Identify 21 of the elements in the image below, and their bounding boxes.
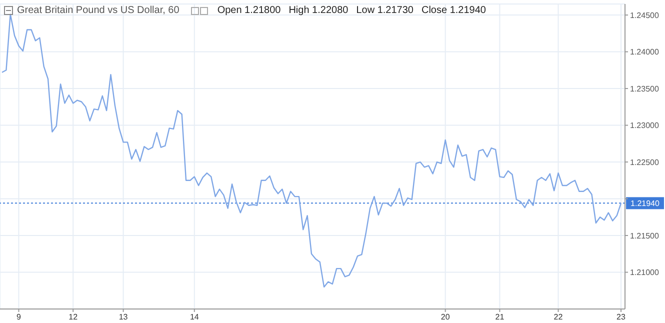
x-tick-label: 13 xyxy=(118,312,128,322)
x-tick-label: 21 xyxy=(495,312,505,322)
ref-line-label: 1.21940 xyxy=(630,199,660,208)
y-tick-label: 1.21500 xyxy=(630,231,660,240)
y-tick-label: 1.22500 xyxy=(630,158,660,167)
annotation: Open 1.21800 xyxy=(217,5,281,16)
annotation: Close 1.21940 xyxy=(421,5,486,16)
x-tick-label: 22 xyxy=(554,312,564,322)
x-tick-label: 9 xyxy=(16,312,22,322)
x-tick-label: 23 xyxy=(616,312,626,322)
y-tick-label: 1.23000 xyxy=(630,121,660,130)
y-tick-label: 1.24000 xyxy=(630,48,660,57)
annotation: Low 1.21730 xyxy=(356,5,414,16)
x-tick-label: 12 xyxy=(68,312,78,322)
y-tick-label: 1.24500 xyxy=(630,10,660,20)
chart-title: Great Britain Pound vs US Dollar, 60 xyxy=(17,5,180,16)
annotation: High 1.22080 xyxy=(288,5,348,16)
y-tick-label: 1.23500 xyxy=(630,84,660,94)
x-tick-label: 20 xyxy=(440,312,450,322)
x-tick-label: 14 xyxy=(190,312,200,322)
y-tick-label: 1.21000 xyxy=(630,268,660,278)
